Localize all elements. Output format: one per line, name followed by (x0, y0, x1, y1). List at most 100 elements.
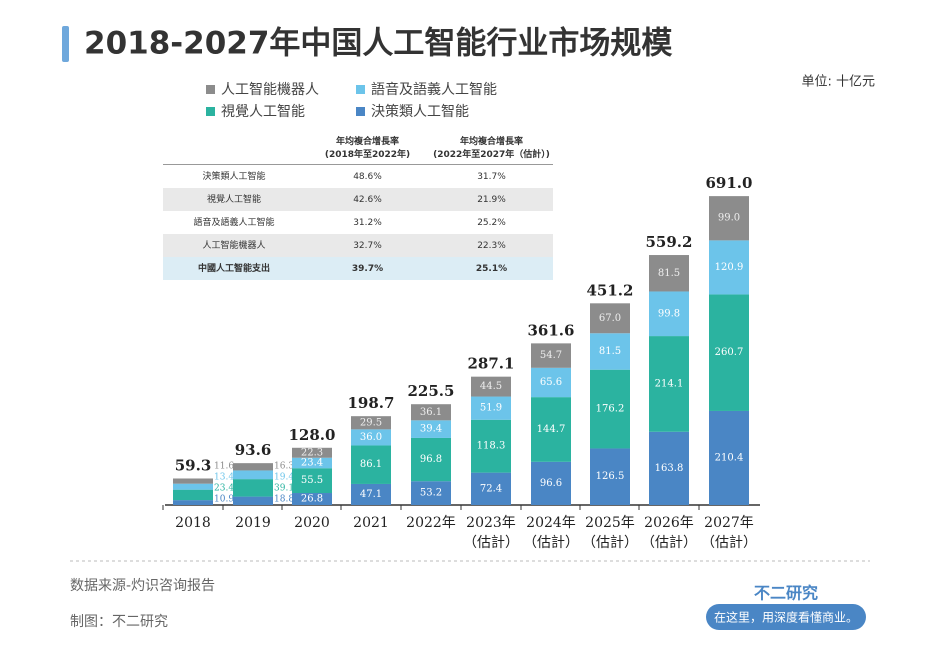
slogan: 在这里，用深度看懂商业。 (714, 610, 858, 625)
x-tick-label: 2026年 (644, 515, 694, 531)
legend-swatch (356, 107, 365, 116)
total-label: 361.6 (528, 321, 575, 339)
table-header-line: 年均複合增長率 (336, 135, 399, 147)
total-label: 451.2 (587, 281, 634, 299)
table-cell: 32.7% (353, 241, 382, 251)
value-label: 99.8 (658, 308, 680, 319)
table-header-bg (163, 130, 553, 165)
legend-swatch (206, 107, 215, 116)
value-label: 36.0 (360, 432, 382, 443)
bar-segment (292, 447, 332, 458)
value-label: 260.7 (715, 347, 744, 358)
table-cell: 決策類人工智能 (202, 170, 265, 182)
x-tick-label: 2023年 (466, 515, 516, 531)
value-label: 65.6 (540, 377, 562, 388)
legend-label: 決策類人工智能 (371, 103, 469, 120)
value-label: 22.3 (301, 447, 323, 458)
x-tick-label: 2018 (175, 515, 211, 531)
value-label: 210.4 (715, 452, 744, 463)
bar-segment (709, 410, 749, 505)
value-label: 99.0 (718, 213, 740, 224)
total-label: 128.0 (289, 426, 336, 444)
bar-segment (709, 294, 749, 411)
value-label: 36.1 (420, 407, 442, 418)
bar-segment (471, 472, 511, 505)
table-cell: 語音及語義人工智能 (193, 216, 274, 228)
x-tick-label: 2022年 (406, 515, 456, 531)
x-tick-sublabel: （估計） (463, 535, 519, 551)
value-label: 72.4 (480, 483, 502, 494)
value-label: 81.5 (658, 268, 680, 279)
bar-segment (411, 437, 451, 482)
table-cell: 39.7% (352, 264, 383, 274)
bar-segment (351, 445, 391, 484)
bar-segment (292, 493, 332, 505)
chart-title: 2018-2027年中国人工智能行业市场规模 (84, 26, 672, 62)
bar-segment (531, 367, 571, 398)
table-row-bg (163, 165, 553, 188)
bar-segment (411, 404, 451, 421)
value-label: 55.5 (301, 475, 323, 486)
bar-segment (590, 303, 630, 334)
total-label: 59.3 (175, 456, 212, 474)
value-label: 18.8 (274, 495, 294, 505)
bar-segment (351, 416, 391, 430)
table-row-bg (163, 188, 553, 211)
logo: 不二研究 (754, 584, 818, 603)
x-tick-sublabel: （估計） (641, 535, 697, 551)
total-label: 287.1 (468, 355, 515, 373)
bar-segment (709, 196, 749, 241)
x-tick-label: 2020 (294, 515, 330, 531)
bar-segment (531, 397, 571, 462)
table-cell: 25.1% (476, 264, 507, 274)
table-header-line: (2018年至2022年) (325, 148, 410, 160)
total-label: 93.6 (235, 441, 272, 459)
bar-segment (590, 333, 630, 370)
bar-segment (531, 343, 571, 368)
value-label: 126.5 (596, 471, 625, 482)
table-cell: 48.6% (353, 172, 382, 182)
bar-segment (411, 481, 451, 505)
value-label: 39.4 (420, 424, 442, 435)
table-header-line: 年均複合增長率 (460, 135, 523, 147)
table-cell: 21.9% (477, 195, 506, 205)
bar-segment (590, 448, 630, 505)
bar-segment (649, 336, 689, 432)
bar-segment (173, 478, 213, 484)
value-label: 120.9 (715, 262, 744, 273)
bar-segment (471, 396, 511, 420)
table-cell: 31.7% (477, 172, 506, 182)
legend-label: 人工智能機器人 (221, 82, 319, 98)
table-cell: 人工智能機器人 (202, 239, 265, 251)
total-label: 225.5 (408, 382, 455, 400)
value-label: 67.0 (599, 313, 621, 324)
bar-segment (292, 468, 332, 494)
legend-label: 語音及語義人工智能 (371, 81, 497, 98)
table-cell: 視覺人工智能 (207, 193, 261, 205)
bar-segment (292, 457, 332, 469)
bar-segment (471, 376, 511, 397)
bar-segment (590, 369, 630, 449)
value-label: 176.2 (596, 404, 625, 415)
table-header-line: (2022年至2027年（估計）) (433, 148, 550, 160)
value-label: 23.4 (301, 457, 323, 468)
bar-segment (173, 500, 213, 505)
bar-segment (649, 291, 689, 337)
bar-segment (173, 489, 213, 501)
bar-segment (709, 240, 749, 295)
legend-swatch (206, 85, 215, 94)
value-label: 29.5 (360, 417, 382, 428)
value-label: 53.2 (420, 488, 442, 499)
table-cell: 22.3% (477, 241, 506, 251)
source: 数据来源-灼识咨询报告 (70, 578, 215, 594)
value-label: 54.7 (540, 350, 562, 361)
value-label: 23.4 (214, 484, 234, 494)
value-label: 47.1 (360, 489, 382, 500)
credit: 制图：不二研究 (70, 614, 168, 630)
bar-segment (173, 483, 213, 490)
table-header: 年均複合增長率(2018年至2022年) (325, 135, 410, 160)
bar-segment (233, 470, 273, 480)
table-cell: 42.6% (353, 195, 382, 205)
value-label: 163.8 (655, 463, 684, 474)
